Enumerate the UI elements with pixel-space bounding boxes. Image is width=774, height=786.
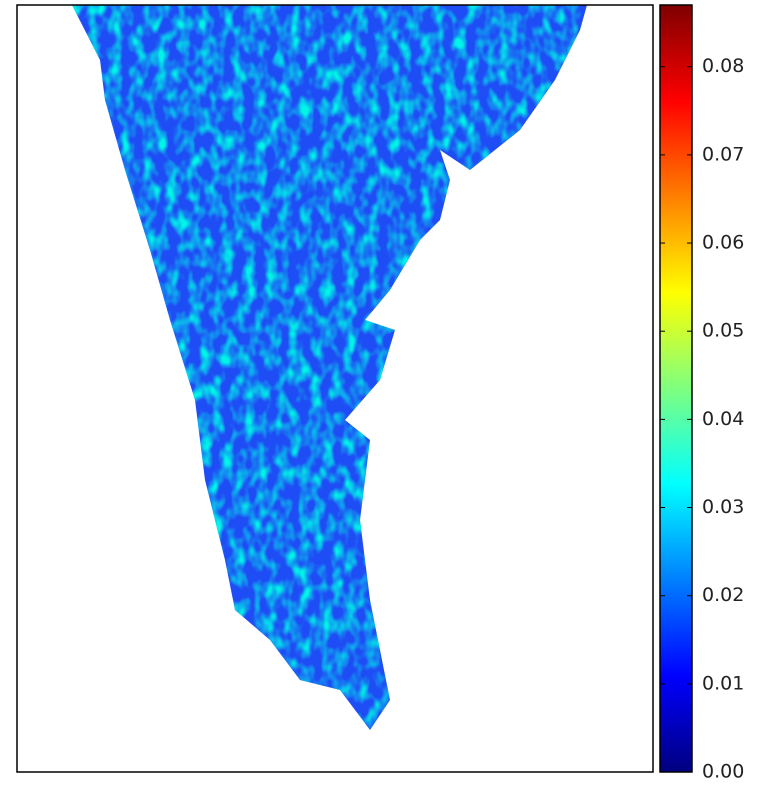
colorbar-tick-label: 0.00 xyxy=(702,761,744,783)
colorbar-tick-label: 0.04 xyxy=(702,408,744,430)
plot-frame xyxy=(16,4,654,773)
colorbar-tick-label: 0.02 xyxy=(702,584,744,606)
colorbar-tick-label: 0.03 xyxy=(702,496,744,518)
map-texture xyxy=(72,5,587,730)
map xyxy=(72,5,587,730)
colorbar-tick-label: 0.01 xyxy=(702,672,744,694)
colorbar-tick-label: 0.08 xyxy=(702,55,744,77)
colorbar xyxy=(659,4,693,773)
colorbar-tick-label: 0.06 xyxy=(702,232,744,254)
colorbar-tick-label: 0.05 xyxy=(702,320,744,342)
colorbar-tick-label: 0.07 xyxy=(702,143,744,165)
